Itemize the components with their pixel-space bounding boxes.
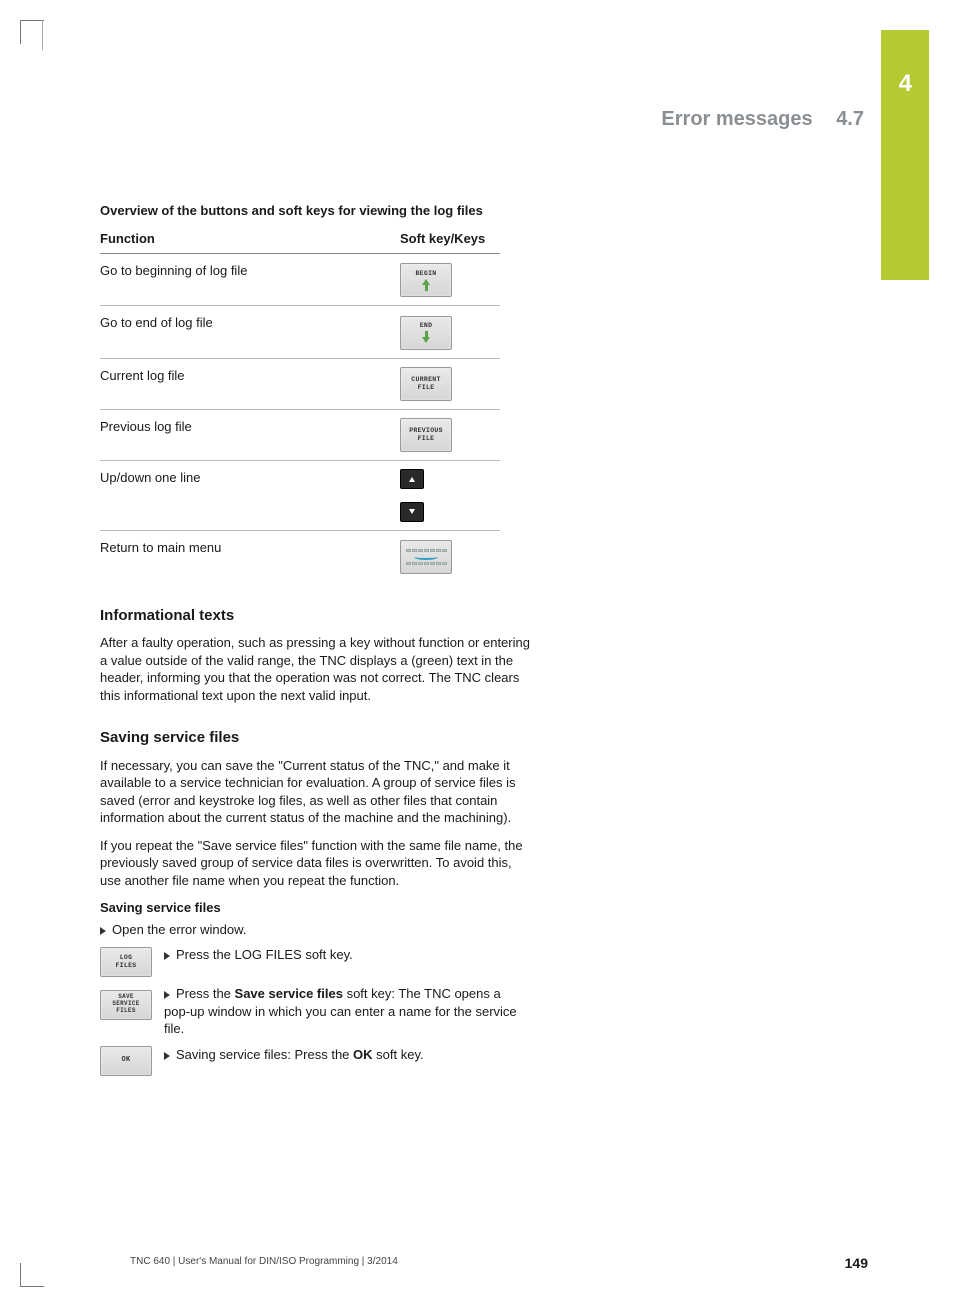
- fn-cell: Previous log file: [100, 409, 400, 460]
- overview-title: Overview of the buttons and soft keys fo…: [100, 202, 660, 220]
- bar-row-icon: [406, 562, 447, 565]
- softkey-previous-file[interactable]: PREVIOUS FILE: [400, 418, 452, 452]
- fn-cell: Current log file: [100, 358, 400, 409]
- fn-cell: Go to end of log file: [100, 306, 400, 358]
- crop-mark-tl: [20, 20, 44, 44]
- bullet-icon: [164, 1052, 170, 1060]
- table-row: Previous log file PREVIOUS FILE: [100, 409, 500, 460]
- page-header: Error messages 4.7: [661, 108, 864, 131]
- key-cell: [400, 460, 500, 530]
- bullet-icon: [164, 952, 170, 960]
- main-content: Overview of the buttons and soft keys fo…: [100, 202, 660, 1084]
- body-text: If you repeat the "Save service files" f…: [100, 837, 530, 890]
- subheading: Saving service files: [100, 899, 660, 917]
- step-text: Press the Save service files soft key: T…: [164, 985, 524, 1038]
- key-cell: BEGIN: [400, 254, 500, 306]
- swoosh-icon: [414, 554, 438, 560]
- body-text: If necessary, you can save the "Current …: [100, 757, 530, 827]
- step-row: OK Saving service files: Press the OK so…: [100, 1046, 660, 1076]
- section-heading-info: Informational texts: [100, 606, 660, 626]
- arrow-up-icon: [409, 477, 415, 482]
- section-heading-save: Saving service files: [100, 728, 660, 748]
- bar-row-icon: [406, 549, 447, 552]
- key-cell: [400, 530, 500, 582]
- crop-mark-bl: [20, 1263, 44, 1287]
- step-text: Open the error window.: [112, 922, 246, 937]
- hardkey-down[interactable]: [400, 502, 424, 522]
- header-section: 4.7: [836, 108, 864, 130]
- bullet-icon: [164, 991, 170, 999]
- key-cell: PREVIOUS FILE: [400, 409, 500, 460]
- bullet-icon: [100, 927, 106, 935]
- table-row: Current log file CURRENT FILE: [100, 358, 500, 409]
- table-row: Up/down one line: [100, 460, 500, 530]
- softkey-end[interactable]: END: [400, 316, 452, 350]
- header-title: Error messages: [661, 108, 812, 130]
- softkey-log-files[interactable]: LOG FILES: [100, 947, 152, 977]
- crop-mark-tl-inner: [42, 20, 43, 50]
- softkey-return[interactable]: [400, 540, 452, 574]
- softkey-save-service-files[interactable]: SAVE SERVICE FILES: [100, 990, 152, 1020]
- step-line: Open the error window.: [100, 921, 660, 939]
- fn-cell: Go to beginning of log file: [100, 254, 400, 306]
- chapter-number: 4: [899, 70, 912, 98]
- chapter-tab: [881, 30, 929, 280]
- softkey-label: BEGIN: [415, 270, 436, 279]
- step-row: LOG FILES Press the LOG FILES soft key.: [100, 946, 660, 977]
- fn-cell: Return to main menu: [100, 530, 400, 582]
- body-text: After a faulty operation, such as pressi…: [100, 634, 530, 704]
- softkey-table: Function Soft key/Keys Go to beginning o…: [100, 226, 500, 582]
- step-row: SAVE SERVICE FILES Press the Save servic…: [100, 985, 660, 1038]
- table-row: Return to main menu: [100, 530, 500, 582]
- arrow-down-icon: [409, 509, 415, 514]
- softkey-label: END: [420, 322, 433, 331]
- table-row: Go to beginning of log file BEGIN: [100, 254, 500, 306]
- table-row: Go to end of log file END: [100, 306, 500, 358]
- key-cell: CURRENT FILE: [400, 358, 500, 409]
- col-keys: Soft key/Keys: [400, 226, 500, 254]
- footer-text: TNC 640 | User's Manual for DIN/ISO Prog…: [130, 1256, 398, 1267]
- step-text: Press the LOG FILES soft key.: [164, 946, 524, 964]
- page-number: 149: [845, 1255, 868, 1271]
- fn-cell: Up/down one line: [100, 460, 400, 530]
- col-function: Function: [100, 226, 400, 254]
- arrow-down-icon: [422, 337, 430, 343]
- key-cell: END: [400, 306, 500, 358]
- step-text: Saving service files: Press the OK soft …: [164, 1046, 524, 1064]
- softkey-current-file[interactable]: CURRENT FILE: [400, 367, 452, 401]
- softkey-ok[interactable]: OK: [100, 1046, 152, 1076]
- hardkey-up[interactable]: [400, 469, 424, 489]
- softkey-begin[interactable]: BEGIN: [400, 263, 452, 297]
